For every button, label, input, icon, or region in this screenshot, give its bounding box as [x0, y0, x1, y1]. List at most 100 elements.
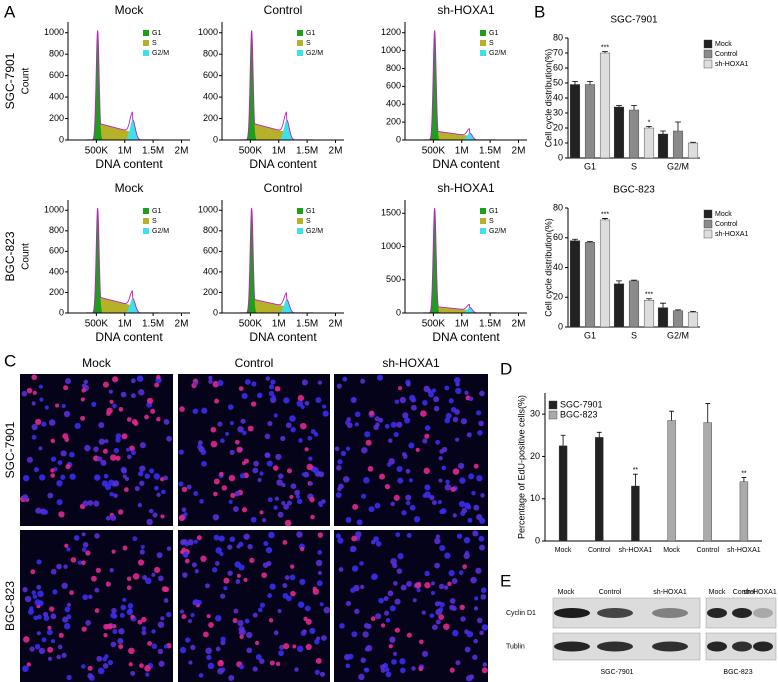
cell-nucleus	[208, 375, 213, 380]
cell-nucleus	[422, 399, 428, 406]
cell-nucleus	[296, 400, 304, 407]
legend-swatch	[143, 30, 149, 36]
cell-nucleus	[265, 376, 270, 381]
cell-nucleus	[419, 639, 424, 645]
cell-nucleus	[424, 484, 431, 491]
y-tick-label: 50	[553, 77, 563, 87]
protein-label: Cyclin D1	[506, 610, 536, 617]
cell-nucleus	[406, 533, 412, 538]
cell-nucleus	[117, 638, 124, 645]
cell-nucleus	[234, 439, 240, 445]
cell-nucleus	[367, 466, 374, 472]
cell-nucleus	[194, 569, 199, 574]
blot-band	[753, 608, 773, 618]
cell-nucleus	[433, 405, 440, 412]
x-tick-label: 1M	[272, 146, 286, 157]
cell-nucleus	[374, 502, 381, 509]
cell-nucleus	[104, 654, 109, 659]
cell-nucleus	[247, 543, 253, 550]
cell-nucleus	[87, 665, 93, 671]
cell-nucleus	[85, 620, 91, 626]
x-tick-label: 1M	[118, 319, 132, 330]
cell-nucleus	[154, 382, 160, 388]
cell-nucleus	[187, 539, 194, 546]
cell-nucleus	[424, 491, 431, 498]
cell-nucleus	[136, 375, 144, 382]
cell-nucleus	[96, 655, 103, 662]
cell-nucleus	[421, 650, 429, 658]
cell-nucleus	[181, 507, 187, 513]
cell-nucleus	[350, 587, 356, 593]
cell-nucleus	[87, 500, 94, 506]
cell-nucleus	[94, 587, 100, 593]
cell-nucleus	[458, 570, 464, 576]
y-tick-label: 400	[203, 266, 218, 276]
cell-nucleus	[33, 467, 39, 473]
cell-nucleus	[394, 399, 400, 404]
cell-nucleus	[394, 598, 401, 605]
cell-nucleus	[47, 656, 53, 661]
cell-nucleus	[119, 612, 125, 618]
cell-nucleus	[98, 422, 105, 429]
cell-nucleus	[249, 557, 255, 564]
y-tick-label: 20	[553, 122, 563, 132]
cell-nucleus	[36, 584, 42, 590]
blot-band	[597, 641, 633, 652]
cell-nucleus	[269, 660, 275, 666]
legend-swatch	[703, 39, 713, 49]
cell-nucleus	[305, 618, 312, 625]
cell-nucleus	[282, 583, 288, 589]
cell-nucleus	[297, 601, 305, 608]
cell-nucleus	[122, 545, 128, 551]
cell-nucleus	[200, 555, 207, 562]
x-tick-label: 1.5M	[142, 319, 164, 330]
cell-nucleus	[479, 544, 485, 551]
legend-label: G1	[152, 208, 161, 215]
cell-nucleus	[375, 613, 382, 620]
cell-nucleus	[193, 491, 199, 497]
cell-nucleus	[257, 607, 263, 613]
cell-nucleus	[228, 675, 235, 682]
cell-nucleus	[420, 410, 427, 417]
cell-nucleus	[369, 410, 375, 416]
cell-nucleus	[473, 463, 479, 469]
x-tick-label: 1M	[272, 319, 286, 330]
cell-nucleus	[269, 384, 274, 390]
cell-nucleus	[77, 560, 83, 565]
cell-nucleus	[104, 484, 111, 491]
cell-nucleus	[56, 654, 61, 660]
cell-nucleus	[315, 657, 322, 664]
cell-nucleus	[115, 455, 121, 461]
y-tick-label: 800	[49, 49, 64, 59]
legend-swatch	[297, 218, 303, 224]
cell-nucleus	[384, 610, 390, 616]
cell-nucleus	[435, 534, 441, 539]
cell-nucleus	[42, 509, 49, 515]
cell-nucleus	[235, 579, 241, 584]
cell-nucleus	[423, 467, 430, 475]
x-tick-label: 1M	[455, 319, 469, 330]
cell-nucleus	[278, 473, 284, 479]
y-tick-label: 400	[386, 99, 401, 109]
cell-nucleus	[296, 531, 303, 538]
cell-nucleus	[127, 454, 132, 460]
cell-nucleus	[323, 606, 331, 614]
cell-nucleus	[132, 536, 138, 542]
legend-label: S	[152, 218, 157, 225]
cell-nucleus	[205, 583, 210, 589]
bar	[739, 481, 749, 542]
x-tick-label: G1	[584, 161, 596, 171]
cell-nucleus	[482, 662, 488, 667]
row-label: BGC-823	[3, 581, 17, 631]
cell-nucleus	[253, 460, 259, 467]
cell-nucleus	[441, 465, 447, 471]
cell-nucleus	[474, 596, 479, 601]
legend-label: sh-HOXA1	[715, 61, 749, 68]
error-bar	[572, 238, 578, 241]
legend-swatch	[143, 218, 149, 224]
cell-nucleus	[131, 419, 138, 425]
cell-nucleus	[39, 397, 44, 402]
cell-nucleus	[290, 483, 297, 490]
cell-nucleus	[399, 396, 407, 404]
error-bar	[669, 410, 674, 421]
